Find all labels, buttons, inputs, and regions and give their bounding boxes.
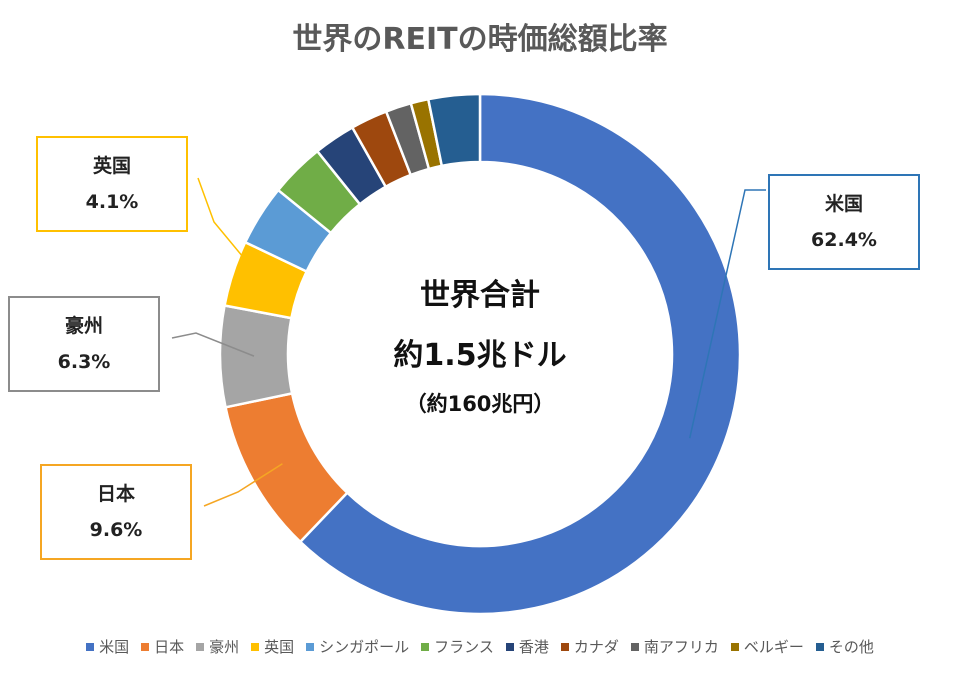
legend-item-australia: 豪州 — [196, 636, 239, 657]
data-label-australia: 豪州 6.3% — [8, 296, 160, 392]
legend-item-canada: カナダ — [560, 636, 619, 657]
data-label-japan-name: 日本 — [96, 482, 135, 505]
legend-label: 豪州 — [209, 638, 240, 656]
slice-australia — [218, 304, 294, 409]
legend: 米国 日本 豪州 英国 シンガポール フランス 香港 カナダ 南アフリカ ベルギー その他 — [0, 636, 960, 657]
legend-label: 米国 — [99, 638, 130, 656]
legend-swatch — [630, 642, 639, 651]
legend-swatch — [505, 642, 514, 651]
legend-item-belgium: ベルギー — [730, 636, 804, 657]
legend-item-us: 米国 — [86, 636, 129, 657]
data-label-us-name: 米国 — [824, 192, 863, 215]
legend-label: 英国 — [264, 638, 295, 656]
legend-item-france: フランス — [421, 636, 494, 657]
legend-swatch — [306, 642, 315, 651]
legend-label: カナダ — [573, 638, 619, 656]
center-text-total-label: 世界合計 — [420, 278, 540, 313]
legend-swatch — [251, 642, 260, 651]
legend-label: その他 — [828, 638, 874, 656]
data-label-uk-value: 4.1% — [85, 191, 139, 213]
data-label-australia-value: 6.3% — [57, 351, 111, 373]
data-label-japan: 日本 9.6% — [40, 464, 192, 560]
legend-label: 南アフリカ — [643, 638, 719, 656]
leader-line-australia — [171, 332, 255, 357]
data-label-australia-name: 豪州 — [64, 314, 103, 337]
legend-item-hongkong: 香港 — [505, 636, 549, 657]
slice-other — [426, 92, 482, 168]
legend-item-japan: 日本 — [141, 636, 184, 657]
data-label-japan-value: 9.6% — [89, 519, 143, 541]
leader-line-us — [688, 189, 766, 439]
legend-item-south-africa: 南アフリカ — [630, 636, 719, 657]
legend-swatch — [86, 642, 95, 651]
legend-swatch — [421, 642, 430, 651]
legend-item-uk: 英国 — [251, 636, 294, 657]
leader-line-uk — [197, 177, 266, 285]
center-text-yen-value: （約160兆円） — [405, 392, 555, 416]
data-label-us: 米国 62.4% — [768, 174, 920, 270]
legend-label: 日本 — [154, 638, 185, 656]
legend-label: 香港 — [518, 638, 549, 656]
legend-item-other: その他 — [815, 636, 874, 657]
legend-swatch — [815, 642, 824, 651]
legend-label: シンガポール — [319, 638, 410, 656]
data-label-us-value: 62.4% — [811, 229, 877, 251]
legend-swatch — [730, 642, 739, 651]
data-label-uk: 英国 4.1% — [36, 136, 188, 232]
legend-label: フランス — [434, 638, 494, 656]
legend-item-singapore: シンガポール — [306, 636, 409, 657]
legend-swatch — [560, 642, 569, 651]
data-label-uk-name: 英国 — [92, 154, 131, 177]
slice-us — [298, 92, 742, 616]
legend-label: ベルギー — [743, 638, 804, 656]
legend-swatch — [196, 642, 205, 651]
chart-title: 世界のREITの時価総額比率 — [292, 22, 668, 57]
legend-swatch — [141, 642, 150, 651]
leader-line-japan — [203, 463, 283, 507]
center-text-total-value: 約1.5兆ドル — [393, 338, 567, 373]
